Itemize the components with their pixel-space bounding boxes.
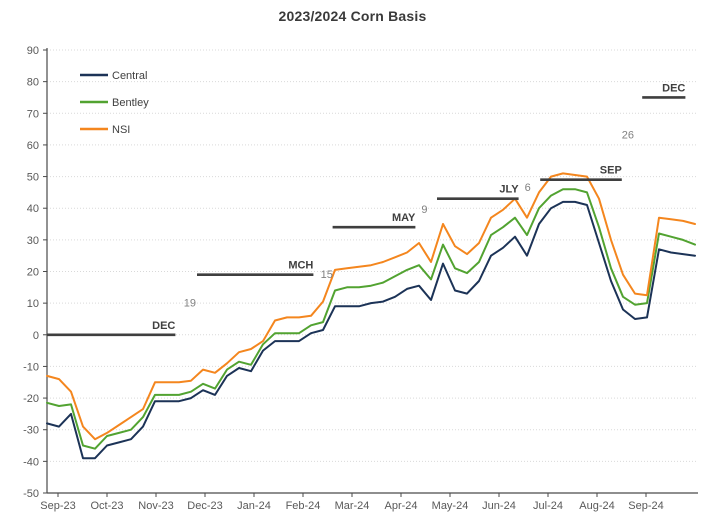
x-tick-label: Apr-24 [384, 500, 417, 512]
contract-label-may: MAY [392, 212, 416, 224]
x-tick-label: Sep-24 [628, 500, 663, 512]
x-tick-label: Aug-24 [579, 500, 614, 512]
carry-annotation: 9 [421, 204, 427, 216]
carry-annotation: 6 [525, 182, 531, 194]
series-line-nsi [46, 172, 696, 441]
carry-annotation: 19 [184, 297, 196, 309]
carry-annotation: 26 [622, 130, 634, 142]
y-tick-label: 70 [27, 108, 39, 120]
legend-label-bentley: Bentley [112, 97, 149, 109]
y-tick-label: 80 [27, 77, 39, 89]
x-tick-label: May-24 [432, 500, 469, 512]
y-tick-label: -30 [23, 425, 39, 437]
carry-annotation: 15 [321, 269, 333, 281]
x-tick-label: Mar-24 [335, 500, 370, 512]
y-tick-label: -50 [23, 488, 39, 500]
y-tick-label: 40 [27, 203, 39, 215]
contract-label-jly: JLY [499, 184, 519, 196]
y-tick-label: 90 [27, 45, 39, 57]
x-tick-label: Sep-23 [40, 500, 75, 512]
y-tick-label: 10 [27, 298, 39, 310]
x-tick-label: Jan-24 [237, 500, 271, 512]
y-tick-label: 30 [27, 235, 39, 247]
contract-label-sep: SEP [600, 165, 622, 177]
x-tick-label: Jul-24 [533, 500, 563, 512]
x-tick-label: Feb-24 [286, 500, 321, 512]
y-tick-label: 60 [27, 140, 39, 152]
y-tick-label: -10 [23, 361, 39, 373]
contract-label-dec: DEC [152, 320, 175, 332]
x-tick-label: Jun-24 [482, 500, 516, 512]
contract-label-mch: MCH [288, 260, 313, 272]
x-tick-label: Nov-23 [138, 500, 173, 512]
y-tick-label: -40 [23, 456, 39, 468]
y-tick-label: 0 [33, 330, 39, 342]
chart-title: 2023/2024 Corn Basis [278, 8, 427, 24]
y-tick-label: 20 [27, 267, 39, 279]
series-line-central [46, 200, 696, 460]
legend-label-central: Central [112, 70, 147, 82]
legend-label-nsi: NSI [112, 124, 130, 136]
y-tick-label: 50 [27, 172, 39, 184]
x-tick-label: Dec-23 [187, 500, 222, 512]
contract-label-dec: DEC [662, 82, 685, 94]
x-tick-label: Oct-23 [90, 500, 123, 512]
y-tick-label: -20 [23, 393, 39, 405]
series-line-bentley [46, 188, 696, 450]
